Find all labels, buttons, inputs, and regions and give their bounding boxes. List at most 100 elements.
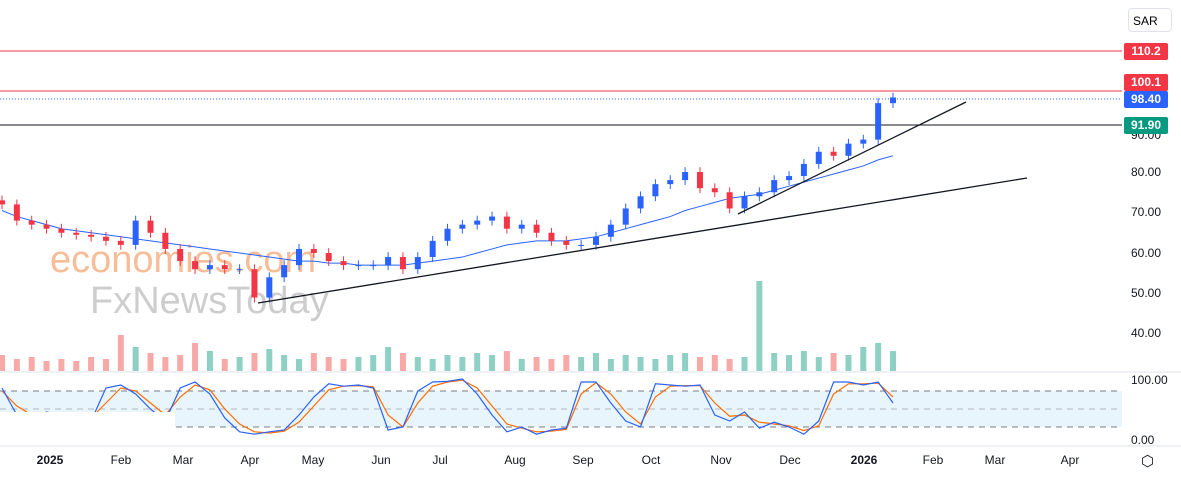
y-tick: 50.00 xyxy=(1131,286,1162,300)
candle xyxy=(667,180,674,185)
candle xyxy=(652,184,659,197)
volume-bar xyxy=(310,353,317,371)
watermark-fxnewstoday: FxNewsToday xyxy=(90,280,329,322)
volume-bar xyxy=(325,357,332,371)
candle xyxy=(474,220,481,225)
volume-bar xyxy=(102,359,109,371)
overlay-box xyxy=(0,412,175,442)
candle xyxy=(563,240,570,245)
volume-bar xyxy=(756,281,763,371)
x-tick: 2025 xyxy=(36,453,64,467)
x-tick: Oct xyxy=(641,453,661,467)
volume-bar xyxy=(607,359,614,371)
volume-bar xyxy=(682,353,689,371)
stoch-tick-100: 100.00 xyxy=(1131,373,1168,387)
candle xyxy=(815,151,822,164)
volume-bar xyxy=(206,351,213,371)
x-tick: Dec xyxy=(779,453,801,467)
volume-bar xyxy=(236,357,243,371)
volume-bar xyxy=(429,359,436,371)
volume-bar xyxy=(0,355,5,371)
x-tick: Apr xyxy=(240,453,260,467)
volume-bar xyxy=(563,355,570,371)
candle xyxy=(325,253,332,262)
volume-bar xyxy=(652,359,659,371)
candle xyxy=(340,261,347,266)
volume-bar xyxy=(399,353,406,371)
volume-bar xyxy=(88,357,95,371)
volume-bar xyxy=(221,359,228,371)
volume-bar xyxy=(177,355,184,371)
trendline-long[interactable] xyxy=(257,177,1028,304)
volume-bar xyxy=(296,359,302,371)
volume-bar xyxy=(192,343,199,371)
candle xyxy=(296,248,302,266)
x-tick: May xyxy=(301,453,325,467)
candle xyxy=(711,188,718,193)
currency-selector[interactable]: SAR ⌄ xyxy=(1128,8,1172,52)
price-tag-91: 91.90 xyxy=(1124,117,1168,134)
volume-bar xyxy=(266,349,273,371)
candle xyxy=(310,248,317,253)
candle xyxy=(281,265,288,278)
volume-bar xyxy=(875,343,882,371)
stoch-k-line xyxy=(1,378,894,435)
candle xyxy=(192,261,199,270)
candle xyxy=(459,224,466,229)
candle xyxy=(800,163,807,177)
candle xyxy=(147,220,154,233)
volume-bar xyxy=(518,359,525,371)
y-tick: 40.00 xyxy=(1131,326,1162,340)
volume-bar xyxy=(593,353,599,371)
volume-bar xyxy=(385,347,392,371)
volume-bar xyxy=(73,361,80,371)
trendline-short[interactable] xyxy=(737,101,967,215)
volume-bar xyxy=(860,347,867,371)
candle xyxy=(117,240,124,245)
price-tag-110: 110.2 xyxy=(1124,43,1168,60)
volume-bar xyxy=(43,361,50,371)
candle xyxy=(682,172,689,181)
candle xyxy=(370,265,377,267)
candle xyxy=(741,196,748,209)
candle xyxy=(58,228,65,233)
candle xyxy=(875,103,882,140)
currency-label: SAR xyxy=(1133,14,1158,28)
candle xyxy=(13,204,20,221)
candle xyxy=(533,224,540,233)
price-tag-100: 100.1 xyxy=(1124,74,1168,91)
candle xyxy=(132,220,139,245)
candle xyxy=(429,240,436,258)
candle xyxy=(102,236,109,241)
x-tick: Jul xyxy=(432,453,448,467)
volume-bar xyxy=(370,355,377,371)
x-tick: Feb xyxy=(110,453,132,467)
candle xyxy=(355,265,362,267)
x-tick: Mar xyxy=(984,453,1006,467)
candle xyxy=(162,232,169,249)
gear-icon[interactable]: ⬡ xyxy=(1141,453,1155,470)
x-tick: Apr xyxy=(1060,453,1080,467)
candle xyxy=(860,139,867,144)
x-tick: Jun xyxy=(371,453,391,467)
volume-bar xyxy=(459,357,466,371)
candle xyxy=(28,220,35,225)
candle xyxy=(236,269,243,271)
candle xyxy=(726,192,733,209)
x-tick: Nov xyxy=(710,453,732,467)
candle xyxy=(177,248,184,262)
candle xyxy=(771,180,778,193)
y-tick-90: 90.00 xyxy=(1131,128,1162,142)
volume-bar xyxy=(622,355,629,371)
volume-bar xyxy=(741,357,748,371)
volume-bar xyxy=(251,353,258,371)
candle xyxy=(622,208,629,225)
volume-bar xyxy=(667,355,674,371)
volume-bar xyxy=(696,357,703,371)
candle xyxy=(414,257,421,270)
candle xyxy=(593,236,599,245)
volume-bar xyxy=(132,347,139,371)
volume-bar xyxy=(771,353,778,371)
